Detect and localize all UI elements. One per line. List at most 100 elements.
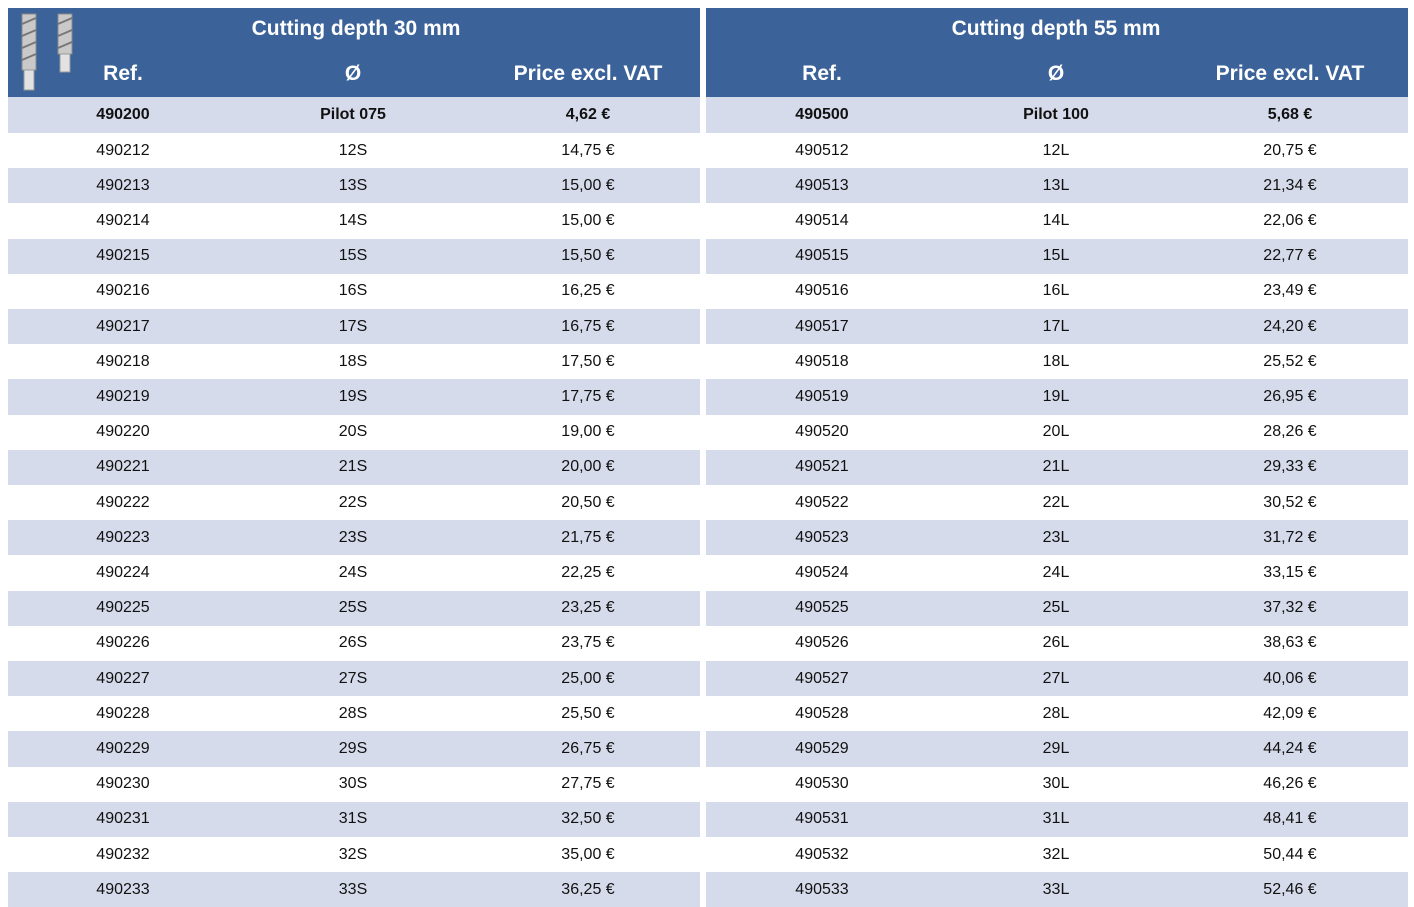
table-cell: 21,75 € bbox=[561, 529, 614, 547]
table-row: 49022525S23,25 € bbox=[8, 591, 700, 626]
table-cell: 490200 bbox=[96, 106, 149, 124]
table-cell: 490232 bbox=[96, 846, 149, 864]
table-row: 49053131L48,41 € bbox=[706, 802, 1408, 837]
table-cell: 17,50 € bbox=[561, 353, 614, 371]
table-title: Cutting depth 30 mm bbox=[252, 17, 461, 41]
table-cell: 490231 bbox=[96, 810, 149, 828]
table-cell: 24L bbox=[1043, 564, 1070, 582]
table-cell: 490526 bbox=[795, 634, 848, 652]
table-cell: 490523 bbox=[795, 529, 848, 547]
table-cell: 26,95 € bbox=[1263, 388, 1316, 406]
table-cell: 33L bbox=[1043, 881, 1070, 899]
table-cell: 22,25 € bbox=[561, 564, 614, 582]
table-cell: 490527 bbox=[795, 670, 848, 688]
table-cell: 17S bbox=[339, 318, 367, 336]
page: {"tables":[ {"title":"Cutting depth 30 m… bbox=[0, 0, 1414, 902]
column-header: Ø bbox=[345, 62, 361, 86]
table-cell: 33S bbox=[339, 881, 367, 899]
table-cell: 490518 bbox=[795, 353, 848, 371]
table-cell: 38,63 € bbox=[1263, 634, 1316, 652]
table-cell: 25,50 € bbox=[561, 705, 614, 723]
table-cell: 22,06 € bbox=[1263, 212, 1316, 230]
table-cell: 26L bbox=[1043, 634, 1070, 652]
table-cell: 16S bbox=[339, 282, 367, 300]
table-cell: 23L bbox=[1043, 529, 1070, 547]
table-row: 49021616S16,25 € bbox=[8, 274, 700, 309]
table-cell: 490514 bbox=[795, 212, 848, 230]
table-cell: 490220 bbox=[96, 423, 149, 441]
table-row: 490522 22L 30,52 € bbox=[706, 485, 1408, 520]
table-cell: 30L bbox=[1043, 775, 1070, 793]
table-cell: 490532 bbox=[795, 846, 848, 864]
table-cell: 490528 bbox=[795, 705, 848, 723]
table-cell: 490219 bbox=[96, 388, 149, 406]
table-cell: 16L bbox=[1043, 282, 1070, 300]
table-cell: 31S bbox=[339, 810, 367, 828]
table-cell: 13L bbox=[1043, 177, 1070, 195]
table-cell: 490212 bbox=[96, 142, 149, 160]
table-row: 49021313S15,00 € bbox=[8, 168, 700, 203]
table-cell: 15,00 € bbox=[561, 212, 614, 230]
table-cell: 29S bbox=[339, 740, 367, 758]
table-cell: 40,06 € bbox=[1263, 670, 1316, 688]
table-cell: 23,49 € bbox=[1263, 282, 1316, 300]
table-row: 49052020L28,26 € bbox=[706, 415, 1408, 450]
table-row: 49021717S16,75 € bbox=[8, 309, 700, 344]
table-cell: 24S bbox=[339, 564, 367, 582]
table-cell: 18L bbox=[1043, 353, 1070, 371]
table-cell: 22L bbox=[1043, 494, 1070, 512]
table-cell: 490222 bbox=[96, 494, 149, 512]
table-cell: 32L bbox=[1043, 846, 1070, 864]
table-row: 49051313L21,34 € bbox=[706, 168, 1408, 203]
table-cell: 26,75 € bbox=[561, 740, 614, 758]
table-cell: 490500 bbox=[795, 106, 848, 124]
table-row: 49052525L37,32 € bbox=[706, 591, 1408, 626]
table-row: 490526 26L 38,63 € bbox=[706, 626, 1408, 661]
table-cell: 35,00 € bbox=[561, 846, 614, 864]
table-cell: 25L bbox=[1043, 599, 1070, 617]
table-cell: 14L bbox=[1043, 212, 1070, 230]
table-cell: 490221 bbox=[96, 458, 149, 476]
table-cell: 32,50 € bbox=[561, 810, 614, 828]
table-cell: 31,72 € bbox=[1263, 529, 1316, 547]
table-cell: 4,62 € bbox=[566, 106, 610, 124]
table-cell: 490520 bbox=[795, 423, 848, 441]
table-cell: 18S bbox=[339, 353, 367, 371]
table-cell: 490531 bbox=[795, 810, 848, 828]
table-cell: 22S bbox=[339, 494, 367, 512]
column-header: Ø bbox=[1048, 62, 1064, 86]
table-cell: 14,75 € bbox=[561, 142, 614, 160]
table-cell: 5,68 € bbox=[1268, 106, 1312, 124]
table-cell: 21L bbox=[1043, 458, 1070, 476]
table-cell: 29,33 € bbox=[1263, 458, 1316, 476]
table-cell: 490533 bbox=[795, 881, 848, 899]
table-cell: 490229 bbox=[96, 740, 149, 758]
table-cell: 490513 bbox=[795, 177, 848, 195]
table-cell: 27S bbox=[339, 670, 367, 688]
table-cell: 25,52 € bbox=[1263, 353, 1316, 371]
table-cell: 23S bbox=[339, 529, 367, 547]
table-cell: 52,46 € bbox=[1263, 881, 1316, 899]
table-cell: 15L bbox=[1043, 247, 1070, 265]
table-cell: 16,25 € bbox=[561, 282, 614, 300]
table-cell: 30,52 € bbox=[1263, 494, 1316, 512]
table-cell: 31L bbox=[1043, 810, 1070, 828]
column-header: Price excl. VAT bbox=[1216, 62, 1365, 86]
table-cell: 13S bbox=[339, 177, 367, 195]
table-cell: 490522 bbox=[795, 494, 848, 512]
table-cell: 490227 bbox=[96, 670, 149, 688]
table-row: 490518 18L 25,52 € bbox=[706, 344, 1408, 379]
table-row: 49052929L44,24 € bbox=[706, 731, 1408, 766]
table-cell: 19S bbox=[339, 388, 367, 406]
table-row: 490229 29S 26,75 € bbox=[8, 731, 700, 766]
